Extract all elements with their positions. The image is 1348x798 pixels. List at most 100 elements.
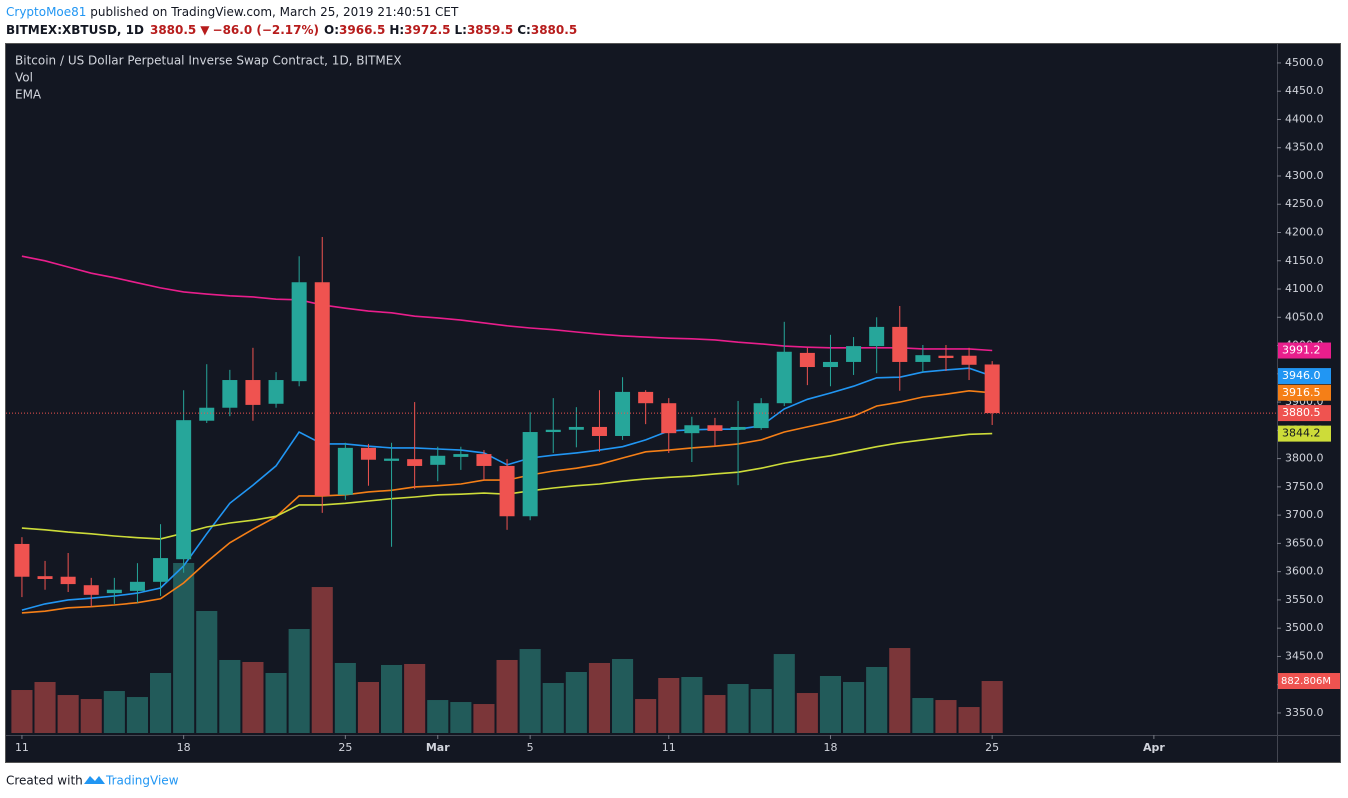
volume-bar (265, 672, 287, 733)
candle-body (176, 420, 192, 560)
candle-body (37, 576, 53, 579)
o-value: 3966.5 (339, 23, 385, 37)
y-tick-label: 4500.0 (1285, 56, 1324, 69)
candle-body (984, 364, 1000, 414)
volume-bar (773, 654, 795, 733)
candle-body (337, 447, 353, 495)
volume-bar (681, 677, 703, 733)
candle-body (129, 581, 145, 591)
y-tick-label: 3650.0 (1285, 536, 1324, 549)
candle-body (799, 352, 815, 368)
x-tick-label: 11 (15, 741, 29, 754)
candle-body (291, 282, 307, 382)
o-label: O: (324, 23, 339, 37)
x-tick-label: 18 (823, 741, 837, 754)
x-tick-label: Mar (426, 741, 450, 754)
volume-legend: Vol (15, 71, 33, 85)
x-tick-label: 25 (338, 741, 352, 754)
y-tick-label: 4450.0 (1285, 84, 1324, 97)
y-tick-label: 4250.0 (1285, 197, 1324, 210)
candle-body (476, 454, 492, 466)
price-label-bg (1278, 342, 1331, 359)
volume-bar (357, 682, 380, 733)
volume-bar (219, 659, 241, 733)
footer-created: Created with (6, 774, 83, 788)
candle-body (661, 403, 677, 434)
candle-body (915, 355, 931, 362)
volume-bar (750, 689, 772, 733)
y-tick-label: 3750.0 (1285, 480, 1324, 493)
candle-body (360, 447, 376, 460)
candle-body (707, 425, 723, 431)
l-label: L: (454, 23, 466, 37)
h-value: 3972.5 (404, 23, 450, 37)
volume-bar (542, 683, 564, 733)
price-label: 3844.2 (1282, 427, 1321, 440)
price-label-bg (1278, 405, 1331, 422)
volume-bar (843, 682, 865, 733)
volume-bar (11, 690, 33, 733)
candle-body (638, 391, 654, 404)
price-label: 3880.5 (1282, 406, 1321, 419)
c-value: 3880.5 (531, 23, 577, 37)
price-label: 3916.5 (1282, 386, 1321, 399)
volume-bar (935, 700, 957, 733)
y-tick-label: 3500.0 (1285, 621, 1324, 634)
volume-bar (103, 691, 125, 733)
candle-body (938, 355, 954, 358)
y-tick-label: 3550.0 (1285, 593, 1324, 606)
volume-bar (981, 681, 1003, 733)
candle-body (384, 458, 400, 461)
volume-bar (496, 659, 518, 733)
author[interactable]: CryptoMoe81 (6, 5, 86, 19)
volume-bar (311, 587, 333, 733)
y-tick-label: 4100.0 (1285, 282, 1324, 295)
chart-title: Bitcoin / US Dollar Perpetual Inverse Sw… (15, 54, 402, 68)
candle-body (730, 426, 746, 430)
ema-legend: EMA (15, 88, 42, 102)
candle-body (892, 326, 908, 362)
symbol-line: BITMEX:XBTUSD, 1D 3880.5 ▼ −86.0 (−2.17%) O:… (6, 23, 577, 37)
x-tick-label: 18 (177, 741, 191, 754)
volume-bar (889, 648, 911, 733)
volume-bar (588, 662, 611, 733)
footer-brand[interactable]: TradingView (105, 774, 179, 788)
candle-body (222, 380, 238, 408)
candle-body (268, 380, 284, 404)
candle-body (407, 459, 423, 466)
volume-bar (704, 695, 726, 733)
candle-body (869, 326, 885, 347)
c-label: C: (517, 23, 531, 37)
volume-bar (427, 700, 449, 733)
publish-info: published on TradingView.com, March 25, … (86, 5, 459, 19)
candle-body (753, 403, 769, 429)
volume-bar (519, 649, 541, 733)
candle-body (245, 380, 261, 405)
volume-bar (404, 663, 426, 733)
last-price: 3880.5 (150, 23, 196, 37)
down-arrow: ▼ (200, 23, 210, 37)
volume-bar (288, 629, 310, 733)
x-tick-label: 5 (527, 741, 534, 754)
y-tick-label: 4050.0 (1285, 310, 1324, 323)
candle-body (314, 282, 330, 496)
candle-body (776, 351, 792, 404)
price-label: 3991.2 (1282, 344, 1321, 357)
price-label-bg (1278, 368, 1331, 385)
x-tick-label: 25 (985, 741, 999, 754)
candle-body (846, 346, 862, 362)
y-tick-label: 4300.0 (1285, 169, 1324, 182)
volume-bar (334, 662, 356, 733)
volume-bar (242, 661, 264, 733)
volume-bar (473, 704, 495, 733)
candle-body (106, 589, 122, 594)
candle-body (499, 465, 515, 517)
volume-bar (796, 693, 818, 733)
candle-body (545, 429, 561, 433)
x-tick-label: Apr (1143, 741, 1165, 754)
candle-body (522, 432, 538, 517)
y-tick-label: 3800.0 (1285, 452, 1324, 465)
plot (11, 237, 1003, 733)
candle-body (83, 585, 99, 595)
